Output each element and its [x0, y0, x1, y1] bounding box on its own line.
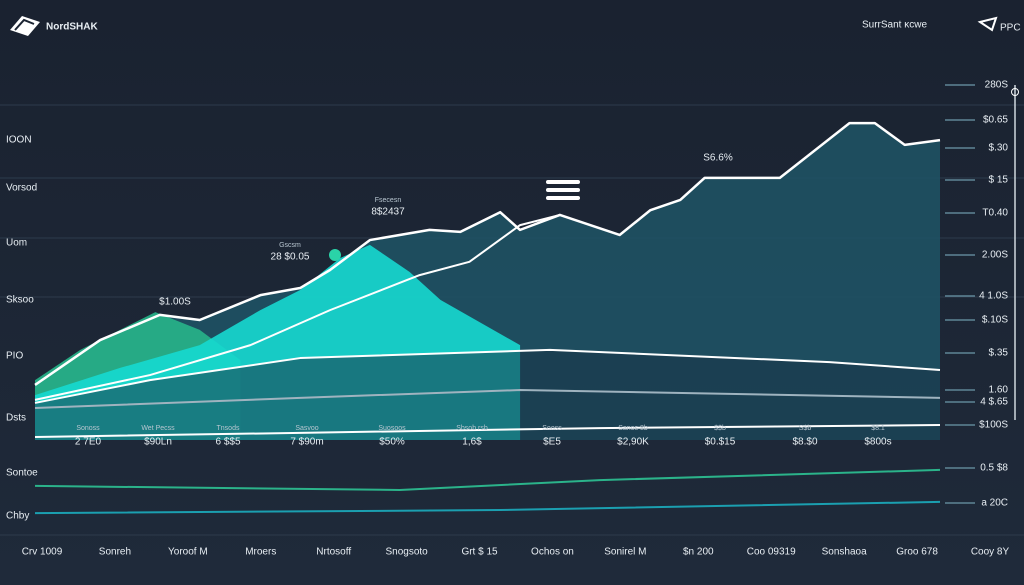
- value-label: 2 7E0: [75, 437, 102, 448]
- annotation-caption: Gscsm: [279, 242, 301, 249]
- right-label: 280S: [985, 80, 1009, 91]
- value-label: $2,90K: [617, 437, 649, 448]
- x-tick-label: Cooy 8Y: [971, 547, 1010, 558]
- value-label: 6 $$5: [215, 437, 240, 448]
- series-line: [34, 424, 941, 438]
- value-caption: $$b: [714, 425, 726, 432]
- x-tick-label: Snogsoto: [385, 547, 428, 558]
- series-line: [34, 348, 941, 404]
- x-tick-label: Yoroof M: [168, 547, 208, 558]
- value-caption: Sbsob rsb: [456, 425, 488, 432]
- right-label: $ 15: [989, 175, 1009, 186]
- value-caption: Sonoss: [76, 425, 100, 432]
- right-label: a 20C: [981, 498, 1008, 509]
- row-label: Dsts: [6, 413, 26, 424]
- right-label: T0.40: [982, 208, 1008, 219]
- annotation-label: $1.00S: [159, 297, 191, 308]
- value-label: $90Ln: [144, 437, 172, 448]
- annotation-caption: Fsecesn: [375, 197, 402, 204]
- value-label: 1,6$: [462, 437, 482, 448]
- x-tick-label: Groo 678: [896, 547, 938, 558]
- right-label: 1.60: [989, 385, 1009, 396]
- row-label: PIO: [6, 351, 23, 362]
- right-label: 4 1.0S: [979, 291, 1008, 302]
- header-title: SurrSant κcwe: [862, 20, 927, 31]
- value-label: $E5: [543, 437, 561, 448]
- value-label: 7 $90m: [290, 437, 323, 448]
- row-label: IOON: [6, 135, 32, 146]
- x-tick-label: Sonshaoa: [822, 547, 867, 558]
- value-label: $8.$0: [792, 437, 817, 448]
- x-tick-label: Sonreh: [99, 547, 131, 558]
- plot: IOON Vorsod Uom Sksoo PIO Dsts Sontoe Chby 280S $…: [6, 80, 1010, 558]
- header-badge: PPC: [1000, 23, 1021, 34]
- series-line: [34, 389, 941, 410]
- x-tick-label: Sonirel M: [604, 547, 646, 558]
- row-label: Sontoe: [6, 468, 38, 479]
- logo[interactable]: NordSHAK: [10, 16, 98, 36]
- right-label: 0.5 $8: [980, 463, 1008, 474]
- right-label: 4 $.65: [980, 397, 1008, 408]
- value-caption: S$b: [799, 425, 812, 432]
- row-label: Chby: [6, 511, 29, 522]
- value-caption: Sooss: [542, 425, 562, 432]
- row-label: Uom: [6, 238, 27, 249]
- x-tick-label: Coo 09319: [747, 547, 796, 558]
- right-label: $.10S: [982, 315, 1008, 326]
- value-caption: $8.1: [871, 425, 885, 432]
- x-tick-label: Crv 1009: [22, 547, 63, 558]
- x-tick-label: Grt $ 15: [461, 547, 498, 558]
- value-caption: Tnsods: [217, 425, 240, 432]
- right-label: 2.00S: [982, 250, 1008, 261]
- menu-icon[interactable]: [546, 180, 580, 200]
- marker-dot: [329, 249, 341, 261]
- right-label: $.35: [989, 348, 1009, 359]
- annotation-label: S6.6%: [703, 153, 733, 164]
- annotation-label: 28 $0.05: [271, 252, 310, 263]
- right-label: $0.65: [983, 115, 1008, 126]
- right-label: $100S: [979, 420, 1008, 431]
- x-tick-label: Ochos on: [531, 547, 574, 558]
- x-tick-label: Mroers: [245, 547, 276, 558]
- right-label: $.30: [989, 143, 1009, 154]
- row-label: Vorsod: [6, 183, 37, 194]
- value-caption: Sanos 8b: [618, 425, 648, 432]
- series-line: [34, 213, 561, 401]
- series-line: [34, 121, 941, 386]
- area-fill: [35, 349, 940, 440]
- value-caption: Suosoos: [378, 425, 406, 432]
- value-label: $0.$15: [705, 437, 736, 448]
- series-line: [34, 500, 941, 515]
- annotation-label: 8$2437: [371, 207, 405, 218]
- value-caption: Wet Pecss: [141, 425, 175, 432]
- logo-text: NordSHAK: [46, 22, 98, 33]
- value-label: $800s: [864, 437, 891, 448]
- badge-icon: [977, 16, 998, 32]
- row-label: Sksoo: [6, 295, 34, 306]
- x-tick-label: $n 200: [683, 547, 714, 558]
- series-line: [34, 468, 941, 491]
- value-caption: Sasvoo: [295, 425, 318, 432]
- x-tick-label: Nrtosoff: [316, 547, 351, 558]
- value-label: $50%: [379, 437, 405, 448]
